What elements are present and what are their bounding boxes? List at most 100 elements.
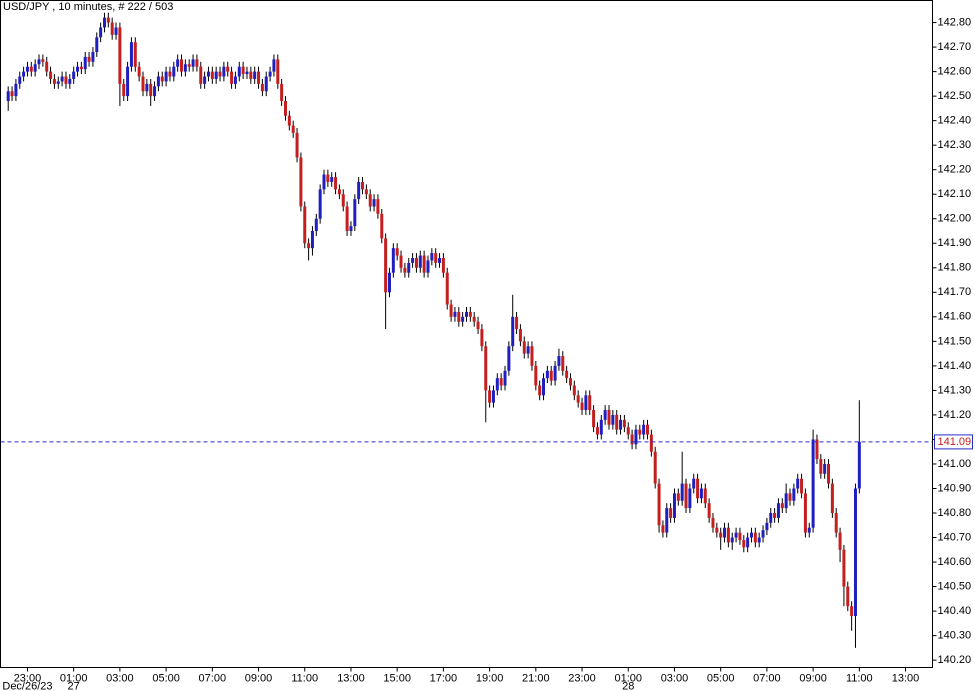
candle-body (580, 402, 584, 411)
candle-body (411, 257, 415, 263)
candle-body (226, 66, 230, 72)
candle-body (638, 429, 642, 435)
y-tick-label: 140.60 (938, 556, 972, 568)
candle-body (626, 427, 630, 435)
candle-body (272, 59, 276, 72)
candle-body (372, 199, 376, 207)
candle-body (29, 66, 33, 72)
candle-body (803, 493, 807, 533)
candle-body (491, 390, 495, 403)
candle-body (599, 419, 603, 435)
y-tick-label: 142.40 (938, 115, 972, 127)
candle-body (669, 508, 673, 518)
candle-body (357, 181, 361, 200)
y-tick-label: 141.20 (938, 409, 972, 421)
candle-body (68, 78, 72, 84)
candle-body (222, 66, 226, 77)
y-tick-label: 141.80 (938, 262, 972, 274)
y-tick-label: 140.20 (938, 654, 972, 666)
candle-body (515, 316, 519, 330)
candle-body (784, 493, 788, 509)
candle-body (642, 424, 646, 435)
candle-body (542, 378, 546, 396)
candle-body (414, 257, 418, 268)
candle-body (361, 181, 365, 190)
candle-body (295, 132, 299, 158)
candle-body (538, 385, 542, 396)
candle-body (773, 513, 777, 518)
candle-body (368, 194, 372, 207)
candle-body (391, 248, 395, 273)
y-tick-label: 142.30 (938, 139, 972, 151)
y-tick-label: 142.00 (938, 213, 972, 225)
candle-body (846, 586, 850, 607)
candle-body (283, 101, 287, 116)
candle-body (268, 71, 272, 77)
candle-body (507, 346, 511, 371)
candle-body (792, 488, 796, 501)
candle-body (472, 316, 476, 322)
candle-body (6, 91, 10, 102)
date-label: Dec/26/23 (2, 680, 52, 691)
candle-body (60, 76, 64, 82)
candle-body (276, 59, 280, 84)
candle-body (484, 346, 488, 391)
y-tick-label: 140.40 (938, 605, 972, 617)
candle-body (129, 42, 133, 67)
candle-body (549, 370, 553, 381)
candle-body (738, 532, 742, 540)
candle-body (453, 311, 457, 317)
candle-body (241, 66, 245, 75)
candle-body (711, 517, 715, 528)
candle-body (376, 199, 380, 214)
candle-body (87, 56, 91, 62)
x-tick-label: 09:00 (245, 672, 273, 684)
y-tick-label: 140.80 (938, 507, 972, 519)
x-tick-label: 19:00 (476, 672, 504, 684)
x-tick-label: 03:00 (661, 672, 689, 684)
candle-body (511, 316, 515, 347)
candle-body (264, 76, 268, 92)
candle-body (160, 76, 164, 82)
candle-body (180, 59, 184, 72)
candle-body (37, 59, 41, 65)
candle-body (334, 177, 338, 190)
candle-body (191, 59, 195, 67)
candle-body (672, 493, 676, 518)
candle-body (99, 27, 103, 38)
candle-body (168, 71, 172, 77)
candle-body (384, 238, 388, 293)
x-tick-label: 11:00 (846, 672, 873, 684)
candle-body (314, 218, 318, 232)
candle-body (853, 488, 857, 617)
y-tick-label: 140.70 (938, 531, 972, 543)
x-tick-label: 01:00 (60, 672, 88, 684)
candle-body (488, 390, 492, 403)
candle-body (330, 177, 334, 182)
candle-body (823, 463, 827, 474)
candle-body (206, 71, 210, 77)
y-tick-label: 141.90 (938, 237, 972, 249)
candle-body (545, 370, 549, 379)
candle-body (584, 395, 588, 411)
y-tick-label: 142.50 (938, 90, 972, 102)
candle-body (619, 419, 623, 430)
candle-body (830, 483, 834, 514)
candle-body (749, 532, 753, 538)
candle-body (815, 439, 819, 460)
candle-body (387, 272, 391, 293)
candle-body (649, 434, 653, 452)
candle-body (318, 189, 322, 219)
chart-title: USD/JPY , 10 minutes, # 222 / 503 (3, 1, 173, 13)
candle-body (102, 17, 106, 28)
candle-body (834, 513, 838, 533)
candle-body (10, 91, 14, 97)
candle-body (72, 71, 76, 79)
candle-body (407, 262, 411, 273)
candle-body (260, 83, 264, 92)
y-tick-label: 142.60 (938, 66, 972, 78)
candle-body (634, 429, 638, 445)
candle-body (553, 365, 557, 381)
y-tick-label: 142.10 (938, 188, 972, 200)
